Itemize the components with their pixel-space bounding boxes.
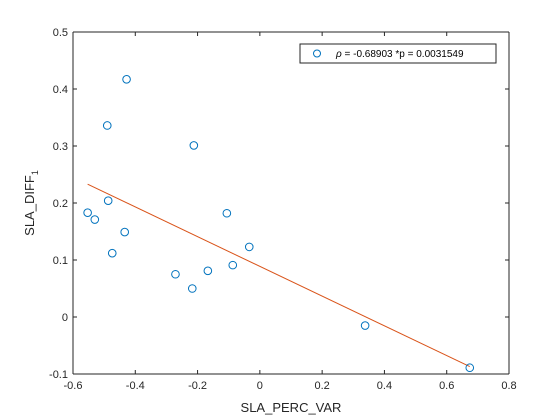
- data-points: [83, 75, 475, 373]
- x-tick-label: -0.2: [188, 380, 207, 392]
- fit-lines: [87, 183, 470, 368]
- data-point: [120, 227, 129, 237]
- data-point: [122, 75, 131, 84]
- data-point: [83, 208, 92, 217]
- x-tick-label: 0.2: [314, 380, 329, 392]
- x-tick-label: -0.6: [64, 380, 83, 392]
- data-point: [189, 141, 199, 150]
- data-point: [102, 121, 112, 130]
- x-tick-label: 0.8: [501, 380, 516, 392]
- plot-area: [73, 32, 509, 374]
- data-point: [244, 242, 254, 252]
- data-point: [465, 363, 475, 373]
- y-tick-label: 0.2: [53, 198, 68, 210]
- x-tick-label: -0.4: [126, 380, 145, 392]
- y-tick-label: 0: [62, 312, 68, 324]
- legend: ρ = -0.68903 *p = 0.0031549: [299, 43, 497, 64]
- legend-box: [299, 43, 497, 64]
- y-tick-label: -0.1: [49, 369, 68, 381]
- y-tick-label: 0.3: [53, 141, 68, 153]
- fit-line: [87, 183, 470, 368]
- x-axis-title: SLA_PERC_VAR: [241, 400, 342, 415]
- y-axis-title-main: SLA_DIFF: [22, 175, 37, 236]
- data-point: [187, 284, 197, 293]
- y-axis-title: SLA_DIFF1: [22, 170, 40, 236]
- x-tick-label: 0.4: [377, 380, 392, 392]
- data-point: [103, 196, 113, 206]
- legend-label: = -0.68903 *p = 0.0031549: [342, 49, 464, 60]
- legend-rho: ρ: [335, 49, 342, 60]
- data-point: [360, 321, 370, 330]
- legend-marker: [313, 49, 321, 58]
- data-point: [171, 269, 180, 279]
- y-axis-title-subscript: 1: [30, 170, 40, 175]
- data-point: [107, 248, 117, 258]
- data-point: [228, 260, 238, 270]
- legend-entry: ρ = -0.68903 *p = 0.0031549: [335, 49, 464, 60]
- x-ticks: -0.6 -0.4 -0.2 0 0.2 0.4 0.6 0.8: [64, 32, 517, 392]
- data-point: [203, 266, 213, 276]
- x-tick-label: 0.6: [439, 380, 454, 392]
- data-point: [222, 208, 232, 218]
- x-tick-label: 0: [257, 380, 263, 392]
- y-ticks: -0.1 0 0.1 0.2 0.3 0.4 0.5: [49, 27, 509, 381]
- data-point: [90, 215, 100, 224]
- y-tick-label: 0.5: [53, 27, 68, 39]
- y-tick-label: 0.4: [53, 84, 68, 96]
- y-tick-label: 0.1: [53, 255, 68, 267]
